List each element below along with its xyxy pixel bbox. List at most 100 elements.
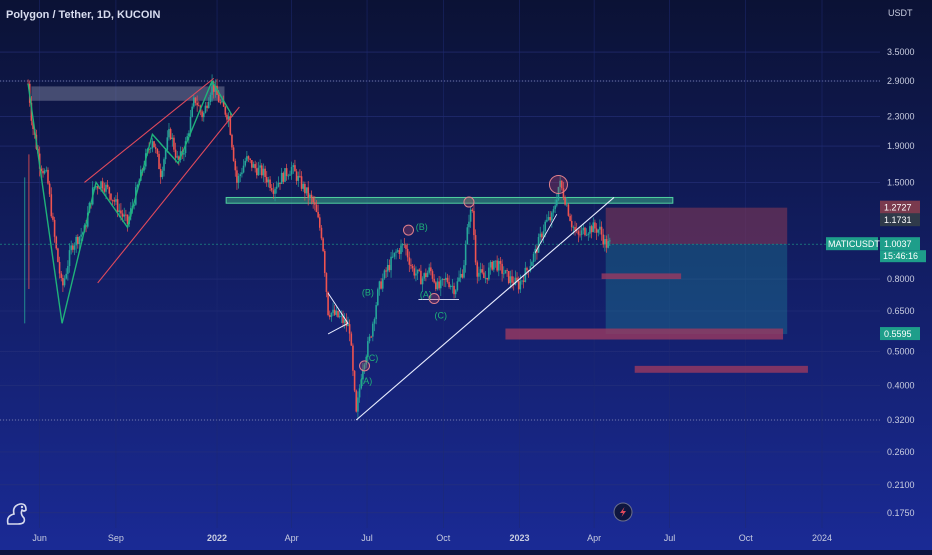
candle-body bbox=[438, 281, 440, 289]
candle-body bbox=[163, 159, 165, 171]
candle-body bbox=[309, 194, 311, 198]
candle-body bbox=[501, 263, 503, 274]
candle-body bbox=[279, 182, 281, 184]
candle-body bbox=[327, 291, 329, 316]
y-tick-label: 0.5000 bbox=[887, 346, 915, 356]
candle-body bbox=[441, 279, 444, 281]
candle-body bbox=[556, 199, 558, 206]
candle-body bbox=[401, 243, 404, 246]
target-zone bbox=[605, 244, 788, 335]
candle-body bbox=[143, 166, 145, 171]
candle-body bbox=[458, 277, 460, 282]
candle-body bbox=[252, 164, 255, 168]
candle-body bbox=[78, 236, 81, 245]
candle-body bbox=[257, 167, 260, 176]
wave-label: (C) bbox=[366, 353, 379, 363]
candle-body bbox=[125, 214, 127, 216]
candle-body bbox=[597, 229, 600, 233]
candle-body bbox=[229, 116, 232, 135]
candle-body bbox=[572, 227, 575, 228]
candle-body bbox=[115, 199, 117, 202]
y-unit-label: USDT bbox=[888, 8, 913, 18]
price-tag bbox=[880, 200, 920, 214]
symbol-tag bbox=[826, 237, 878, 251]
candle-body bbox=[280, 172, 283, 184]
candle-body bbox=[337, 310, 339, 318]
candle-body bbox=[564, 197, 566, 205]
candle-body bbox=[338, 316, 341, 318]
wave-label: (A) bbox=[420, 289, 432, 299]
candle-body bbox=[113, 200, 116, 202]
candle-body bbox=[106, 184, 109, 188]
candle-body bbox=[126, 214, 129, 224]
lightning-icon[interactable] bbox=[613, 502, 633, 522]
candle-body bbox=[58, 261, 61, 274]
candle-body bbox=[169, 129, 172, 140]
price-axis[interactable]: 3.5000 2.9000 2.3000 1.9000 1.5000 0.8000 0.65… bbox=[887, 47, 915, 518]
candle-body bbox=[193, 97, 195, 107]
candle-body bbox=[570, 220, 573, 228]
candle-body bbox=[391, 256, 394, 258]
candle-body bbox=[95, 186, 97, 188]
x-tick-label: Sep bbox=[108, 533, 124, 543]
x-tick-label: Apr bbox=[285, 533, 299, 543]
candle-body bbox=[101, 181, 104, 189]
candle-body bbox=[325, 273, 328, 292]
countdown-tag bbox=[880, 250, 926, 263]
candle-body bbox=[68, 250, 71, 267]
rally-line bbox=[534, 213, 558, 253]
grid-lines bbox=[0, 0, 880, 528]
candle-body bbox=[469, 209, 472, 222]
candle-body bbox=[168, 129, 170, 138]
wave-label: (B) bbox=[416, 222, 428, 232]
time-axis[interactable]: Jun Sep 2022 Apr Jul Oct 2023 Apr Jul Oct 2024 bbox=[32, 533, 832, 543]
candle-body bbox=[244, 160, 247, 166]
candle-body bbox=[539, 233, 542, 238]
candle-body bbox=[585, 234, 588, 236]
price-tag-text: 1.1731 bbox=[884, 215, 912, 225]
candle-body bbox=[318, 217, 321, 228]
candle-body bbox=[519, 281, 522, 290]
candle-body bbox=[380, 281, 382, 289]
candle-body bbox=[285, 168, 288, 176]
tradingview-logo[interactable] bbox=[6, 503, 27, 525]
candle-body bbox=[110, 193, 112, 200]
candle-body bbox=[584, 227, 586, 236]
candle-body bbox=[567, 204, 570, 216]
candle-body bbox=[55, 236, 58, 249]
x-tick-label: 2024 bbox=[812, 533, 832, 543]
candle-body bbox=[395, 251, 397, 253]
candle-body bbox=[381, 278, 384, 289]
candle-body bbox=[517, 280, 520, 290]
x-tick-label: 2022 bbox=[207, 533, 227, 543]
candle-body bbox=[211, 81, 213, 95]
candle-body bbox=[315, 204, 318, 212]
price-tag bbox=[880, 327, 920, 341]
candle-body bbox=[415, 273, 417, 276]
candle-body bbox=[439, 280, 442, 289]
candle-body bbox=[605, 239, 608, 248]
candle-body bbox=[103, 188, 106, 192]
candle-body bbox=[186, 136, 189, 142]
candle-body bbox=[302, 183, 305, 189]
candle-body bbox=[70, 245, 72, 251]
candle-body bbox=[247, 156, 250, 159]
candle-body bbox=[600, 226, 603, 235]
candle-body bbox=[265, 177, 268, 183]
candle-body bbox=[242, 165, 245, 173]
candle-body bbox=[32, 120, 34, 129]
candle-body bbox=[420, 270, 422, 285]
candle-body bbox=[196, 102, 198, 106]
x-tick-label: Oct bbox=[739, 533, 754, 543]
candle-body bbox=[499, 261, 502, 264]
price-tag-text: 1.0037 bbox=[884, 239, 912, 249]
candle-body bbox=[398, 250, 401, 254]
candle-body bbox=[489, 261, 492, 268]
candle-body bbox=[342, 315, 344, 323]
wave-label: (C) bbox=[435, 310, 448, 320]
candle-body bbox=[232, 147, 235, 161]
candle-body bbox=[284, 168, 286, 182]
candle-body bbox=[171, 137, 174, 140]
